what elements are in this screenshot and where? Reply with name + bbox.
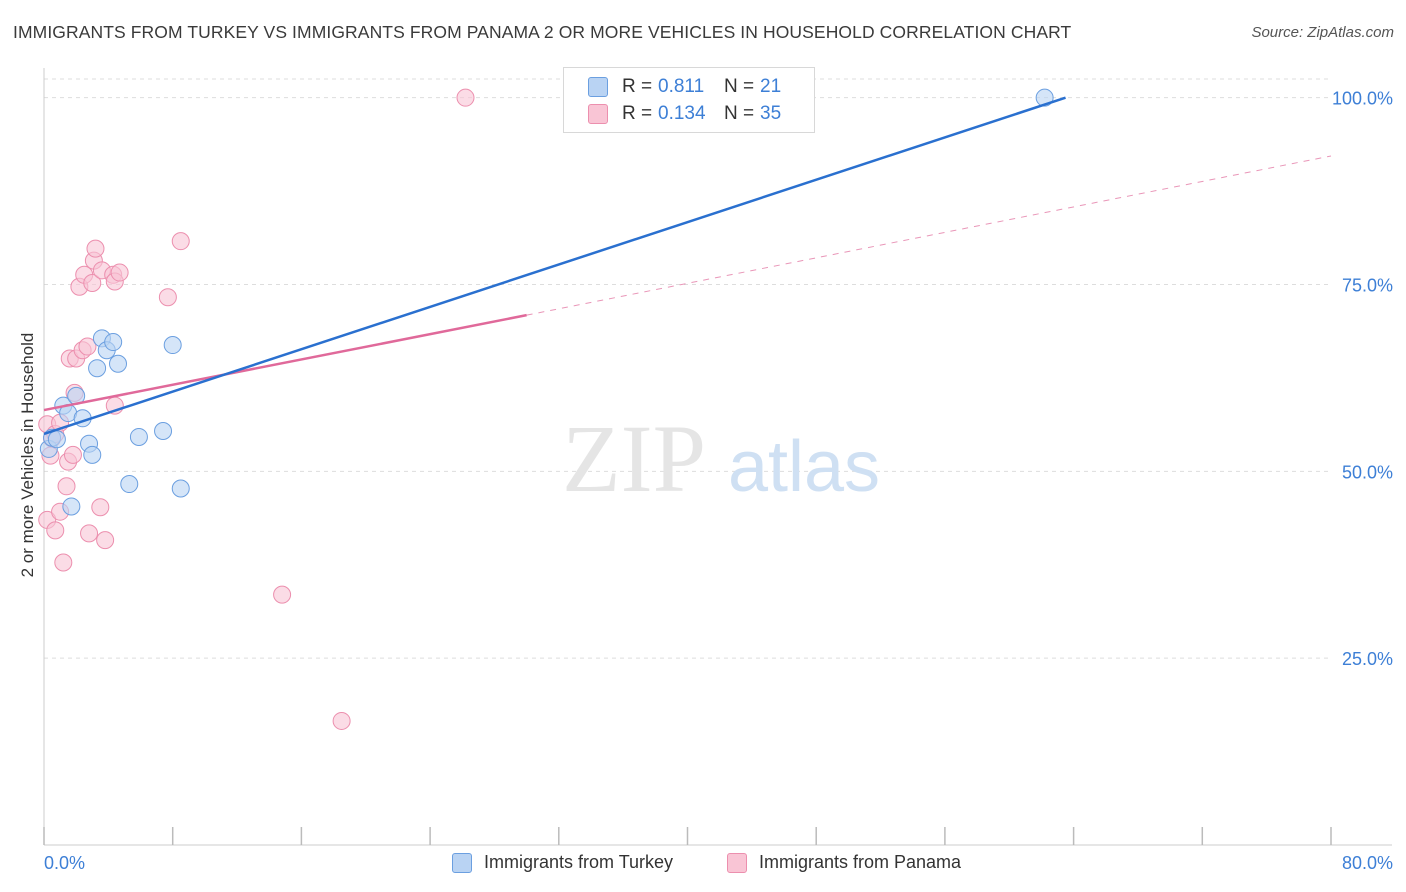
source-credit: Source: ZipAtlas.com [1251,24,1394,41]
trend-line-panama [43,313,527,412]
legend-item-panama[interactable]: Immigrants from Panama [727,852,961,873]
y-tick-label: 50.0% [1342,462,1393,482]
tick-labels: 25.0% 50.0% 75.0% 100.0% 0.0% 80.0% [44,89,1393,873]
data-point-panama [273,585,292,604]
legend-swatch-turkey [588,77,608,97]
legend-r-label: R = [622,76,653,97]
data-point-panama [158,288,177,307]
legend-row-panama: R = 0.134 N = 35 [588,102,781,126]
data-point-panama [332,711,351,730]
legend-swatch-turkey [452,852,472,873]
data-point-turkey [83,445,102,464]
watermark-zip: ZIP [562,405,706,512]
series-legend: Immigrants from Turkey Immigrants from P… [0,852,1406,878]
data-point-panama [83,274,102,293]
trend-lines [43,96,1332,436]
y-tick-label: 25.0% [1342,649,1393,669]
legend-n-value: 35 [760,103,782,124]
legend-label-turkey: Immigrants from Turkey [484,852,674,872]
legend-r-value: 0.811 [658,76,705,97]
data-point-panama [86,239,105,258]
x-tick-label-min: 0.0% [44,853,85,873]
data-point-panama [110,263,129,282]
chart-title: IMMIGRANTS FROM TURKEY VS IMMIGRANTS FRO… [13,22,1072,42]
data-point-panama [46,521,65,540]
legend-row-turkey: R = 0.811 N = 21 [588,75,781,99]
data-point-turkey [47,430,66,449]
legend-swatch-panama [727,852,747,873]
data-point-turkey [171,479,190,498]
data-point-turkey [129,427,148,446]
series-panama [38,88,475,730]
data-point-panama [57,477,76,496]
watermark-atlas: atlas [728,427,880,507]
legend-n-label: N = [724,76,755,97]
data-point-turkey [88,359,107,378]
data-point-turkey [163,336,182,355]
data-point-turkey [109,354,128,373]
y-tick-label: 100.0% [1332,89,1393,109]
data-point-turkey [154,421,173,440]
data-point-turkey [62,497,81,516]
trend-line-turkey [43,96,1066,436]
legend-n-label: N = [724,103,755,124]
data-point-panama [54,553,73,572]
x-tick-label-max: 80.0% [1342,853,1393,873]
data-point-turkey [104,333,123,352]
data-point-panama [91,498,110,517]
y-tick-label: 75.0% [1342,276,1393,296]
gridlines [44,78,1331,659]
legend-r-label: R = [622,103,653,124]
legend-n-value: 21 [760,76,782,97]
data-point-panama [96,531,115,550]
legend-label-panama: Immigrants from Panama [759,852,962,872]
y-axis-title: 2 or more Vehicles in Household [18,332,37,578]
trend-line-panama-extension [526,155,1332,316]
legend-swatch-panama [588,104,608,124]
series-turkey [39,88,1054,516]
watermark: ZIP atlas [562,405,880,512]
data-point-panama [80,524,99,543]
data-point-panama [456,88,475,107]
data-point-turkey [120,475,139,494]
data-point-panama [63,445,82,464]
axes [43,68,1392,846]
data-point-panama [171,232,190,251]
data-point-panama [78,337,97,356]
legend-item-turkey[interactable]: Immigrants from Turkey [452,852,673,873]
legend-r-value: 0.134 [658,103,706,124]
stats-legend: R = 0.811 N = 21 R = 0.134 N = 35 [563,67,815,133]
